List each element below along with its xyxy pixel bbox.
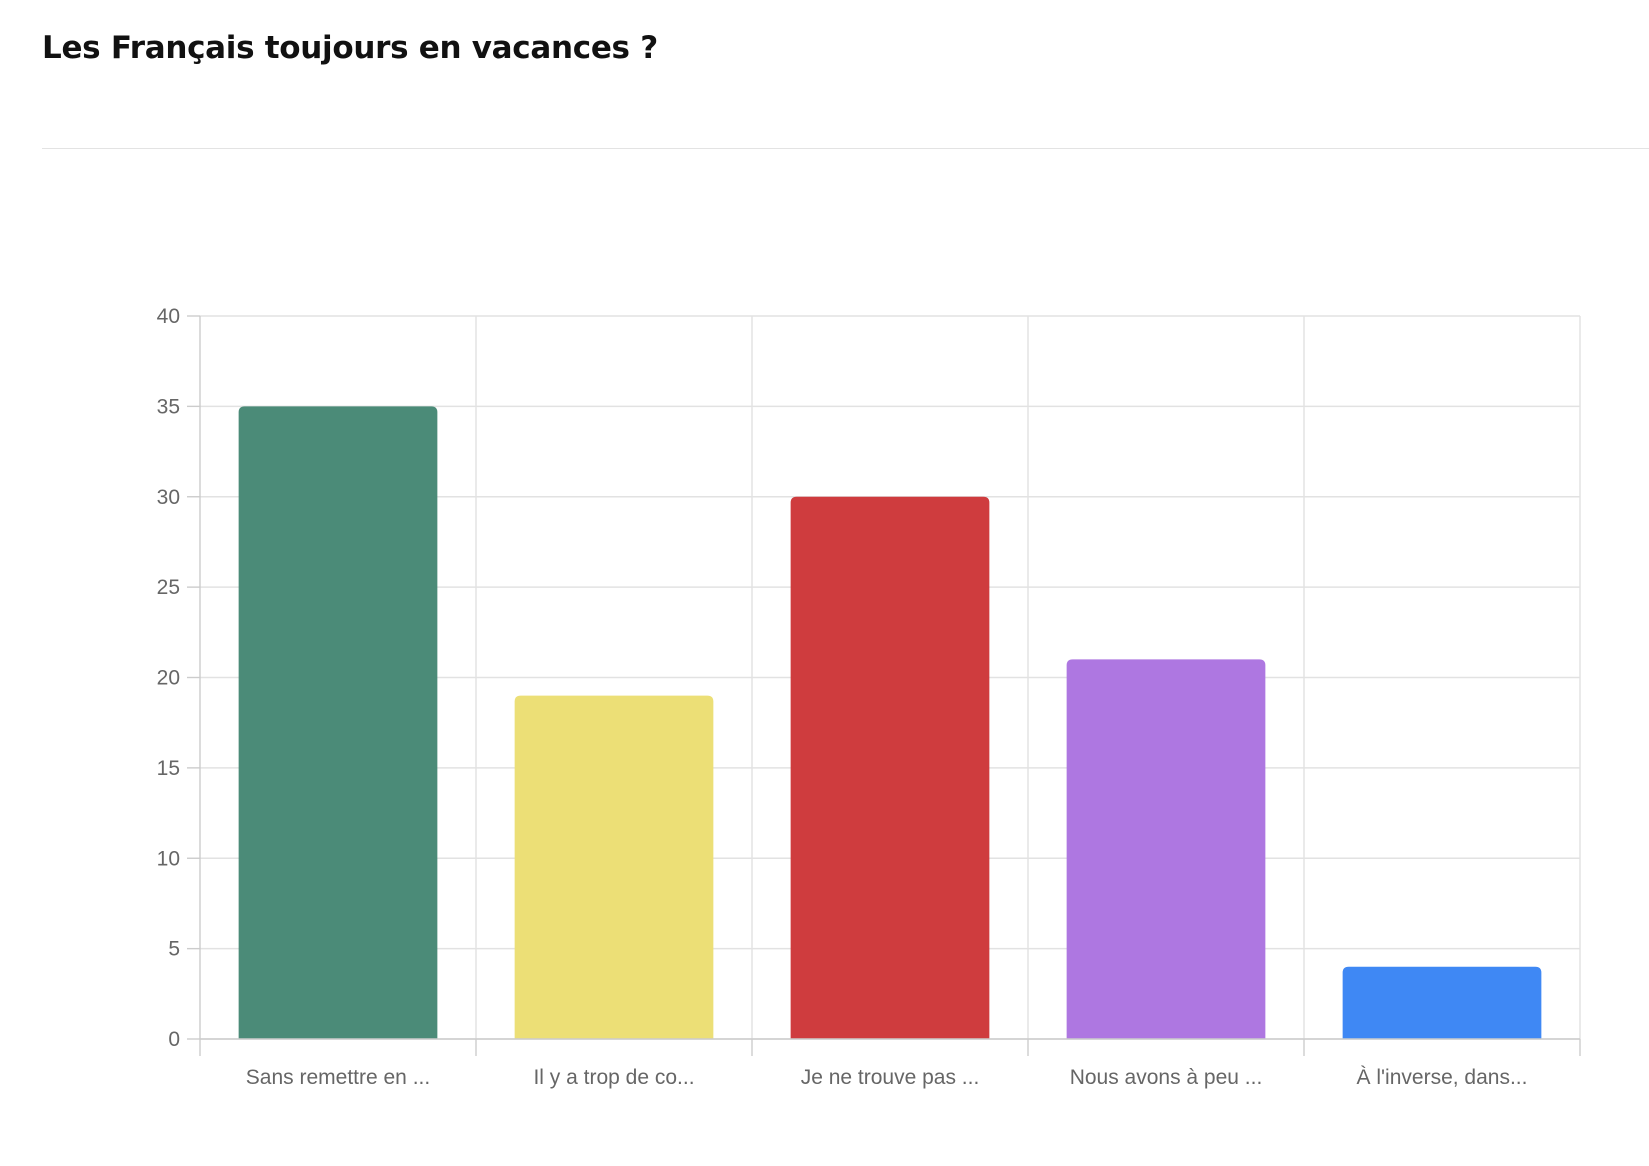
y-tick-label: 0 xyxy=(168,1028,180,1051)
y-tick-labels: 0 5 10 15 20 25 30 35 40 xyxy=(157,305,180,1051)
y-tick-label: 20 xyxy=(157,667,180,690)
bar-5[interactable] xyxy=(1342,966,1542,1039)
page-title: Les Français toujours en vacances ? xyxy=(42,30,658,66)
bar-2[interactable] xyxy=(514,695,714,1039)
x-tick-label: Je ne trouve pas ... xyxy=(801,1066,980,1089)
bar-4[interactable] xyxy=(1066,659,1266,1039)
axes xyxy=(187,315,1581,1056)
bar-3[interactable] xyxy=(790,496,990,1039)
x-tick-label: Il y a trop de co... xyxy=(533,1066,694,1089)
y-tick-label: 15 xyxy=(157,757,180,780)
x-tick-label: Nous avons à peu ... xyxy=(1070,1066,1263,1089)
bars xyxy=(238,406,1542,1039)
y-tick-label: 5 xyxy=(168,938,180,961)
x-tick-label: À l'inverse, dans... xyxy=(1357,1066,1528,1089)
y-tick-label: 30 xyxy=(157,486,180,509)
x-tick-label: Sans remettre en ... xyxy=(246,1066,430,1089)
title-divider xyxy=(42,148,1649,149)
x-tick-labels: Sans remettre en ... Il y a trop de co...… xyxy=(246,1066,1528,1089)
bar-1[interactable] xyxy=(238,406,438,1039)
y-tick-label: 10 xyxy=(157,847,180,870)
y-tick-label: 40 xyxy=(157,305,180,328)
y-tick-label: 35 xyxy=(157,395,180,418)
y-tick-label: 25 xyxy=(157,576,180,599)
